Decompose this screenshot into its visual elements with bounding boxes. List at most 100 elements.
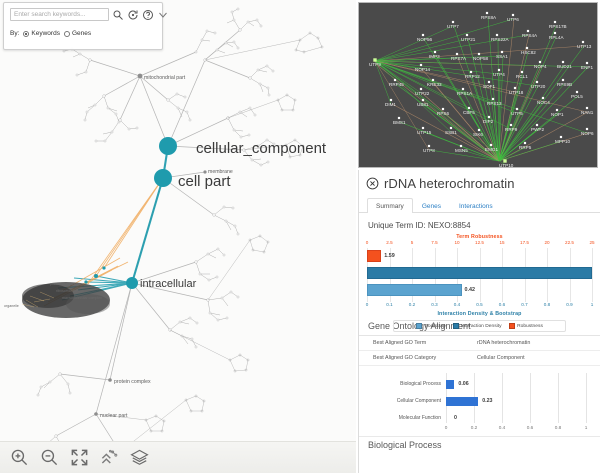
gene-node[interactable]	[509, 123, 513, 127]
gene-node[interactable]	[553, 20, 557, 24]
tab-genes[interactable]: Genes	[421, 203, 441, 210]
gene-node[interactable]	[503, 159, 507, 163]
gene-node[interactable]	[487, 115, 491, 119]
gene-node[interactable]	[523, 141, 527, 145]
gene-node[interactable]	[389, 98, 393, 102]
gene-label: RPS8A	[481, 15, 497, 20]
node-cellular-component[interactable]	[159, 137, 177, 155]
gene-node[interactable]	[495, 33, 499, 37]
gene-node[interactable]	[465, 33, 469, 37]
refresh-icon[interactable]	[127, 9, 139, 21]
tree-label-cellular-component: cellular_component	[196, 140, 327, 157]
gene-node[interactable]	[451, 20, 455, 24]
node-cell-part[interactable]	[154, 169, 172, 187]
radio-genes-dot[interactable]	[63, 30, 70, 37]
search-row[interactable]	[10, 8, 169, 21]
gene-node[interactable]	[419, 63, 423, 67]
gene-node[interactable]	[585, 106, 589, 110]
gene-node[interactable]	[373, 58, 377, 62]
gene-node[interactable]	[419, 87, 423, 91]
gene-node[interactable]	[421, 98, 425, 102]
gene-node[interactable]	[561, 78, 565, 82]
gene-node[interactable]	[433, 50, 437, 54]
gene-label: KRE33	[427, 82, 442, 87]
gene-node[interactable]	[467, 106, 471, 110]
gene-node[interactable]	[511, 13, 515, 17]
tab-summary[interactable]: Summary	[367, 198, 413, 213]
search-panel[interactable]: NeXO	[3, 2, 167, 50]
gene-node[interactable]	[477, 128, 481, 132]
gene-node[interactable]	[553, 31, 557, 35]
tab-interactions[interactable]: Interactions	[458, 203, 493, 210]
zoom-in-icon[interactable]	[10, 448, 29, 467]
axis-tick-bottom: 0.2	[408, 302, 416, 307]
gene-node[interactable]	[535, 80, 539, 84]
node-membrane[interactable]	[203, 170, 207, 174]
network-edge	[498, 55, 504, 162]
gene-label: UTP5	[511, 111, 523, 116]
gene-node[interactable]	[585, 61, 589, 65]
gene-label: RPS22A	[491, 37, 510, 42]
gene-node[interactable]	[535, 123, 539, 127]
gene-node[interactable]	[459, 144, 463, 148]
gene-node[interactable]	[541, 96, 545, 100]
node-nuclear-part[interactable]	[94, 412, 98, 416]
gene-node[interactable]	[585, 127, 589, 131]
term-detail-panel[interactable]: rDNA heterochromatin Summary Genes Inter…	[358, 170, 600, 473]
gene-node[interactable]	[469, 70, 473, 74]
node-mitochondrial-part[interactable]	[137, 73, 143, 79]
gene-label: RCL1	[516, 74, 528, 79]
gene-node[interactable]	[581, 40, 585, 44]
gene-node[interactable]	[520, 70, 524, 74]
gene-node[interactable]	[489, 143, 493, 147]
gene-node[interactable]	[500, 50, 504, 54]
go-category-label: Molecular Function	[398, 415, 441, 421]
gene-node[interactable]	[421, 33, 425, 37]
radio-keywords-dot[interactable]	[23, 30, 30, 37]
gene-node[interactable]	[455, 52, 459, 56]
ontology-tree-panel[interactable]: cellular_component cell part intracellul…	[0, 0, 356, 473]
gene-node[interactable]	[561, 60, 565, 64]
detail-tabs[interactable]: Summary Genes Interactions	[359, 197, 600, 213]
gene-node[interactable]	[526, 29, 530, 33]
help-icon[interactable]	[142, 9, 154, 21]
fit-screen-icon[interactable]	[70, 448, 89, 467]
gene-node[interactable]	[487, 80, 491, 84]
node-intracellular[interactable]	[126, 277, 138, 289]
gene-network-graphic[interactable]: UTP9 NOP56 UTP7 RPS8A UTP6 RPS17B UTP21 RPS22A R…	[359, 3, 598, 168]
gene-node[interactable]	[538, 60, 542, 64]
gene-node[interactable]	[477, 52, 481, 56]
gene-node[interactable]	[515, 107, 519, 111]
gene-node[interactable]	[497, 68, 501, 72]
gene-node[interactable]	[559, 135, 563, 139]
search-icon[interactable]	[112, 9, 124, 21]
gene-node[interactable]	[441, 107, 445, 111]
gene-node[interactable]	[427, 144, 431, 148]
gene-node[interactable]	[513, 86, 517, 90]
network-edge	[374, 60, 506, 166]
radio-keywords[interactable]: Keywords	[23, 30, 60, 37]
chevron-down-icon[interactable]	[157, 9, 169, 21]
gene-node[interactable]	[485, 11, 489, 15]
radio-genes[interactable]: Genes	[63, 30, 91, 37]
gene-node[interactable]	[449, 126, 453, 130]
gene-node[interactable]	[431, 78, 435, 82]
node-protein-complex[interactable]	[108, 378, 112, 382]
gene-node[interactable]	[491, 97, 495, 101]
gene-interaction-network-panel[interactable]: UTP9 NOP56 UTP7 RPS8A UTP6 RPS17B UTP21 RPS22A R…	[358, 2, 598, 168]
collapse-tree-icon[interactable]	[100, 448, 119, 467]
ontology-tree-graphic[interactable]: cellular_component cell part intracellul…	[0, 0, 356, 473]
gene-node[interactable]	[555, 108, 559, 112]
gene-node[interactable]	[525, 46, 529, 50]
search-input[interactable]	[10, 8, 109, 21]
gene-node[interactable]	[575, 90, 579, 94]
zoom-out-icon[interactable]	[40, 448, 59, 467]
layers-icon[interactable]	[130, 448, 149, 467]
network-edge	[374, 60, 490, 122]
tree-toolbar[interactable]	[0, 441, 356, 473]
gene-node[interactable]	[421, 126, 425, 130]
gene-node[interactable]	[397, 116, 401, 120]
gene-node[interactable]	[393, 78, 397, 82]
close-circle-icon[interactable]	[366, 177, 379, 190]
gene-node[interactable]	[461, 87, 465, 91]
